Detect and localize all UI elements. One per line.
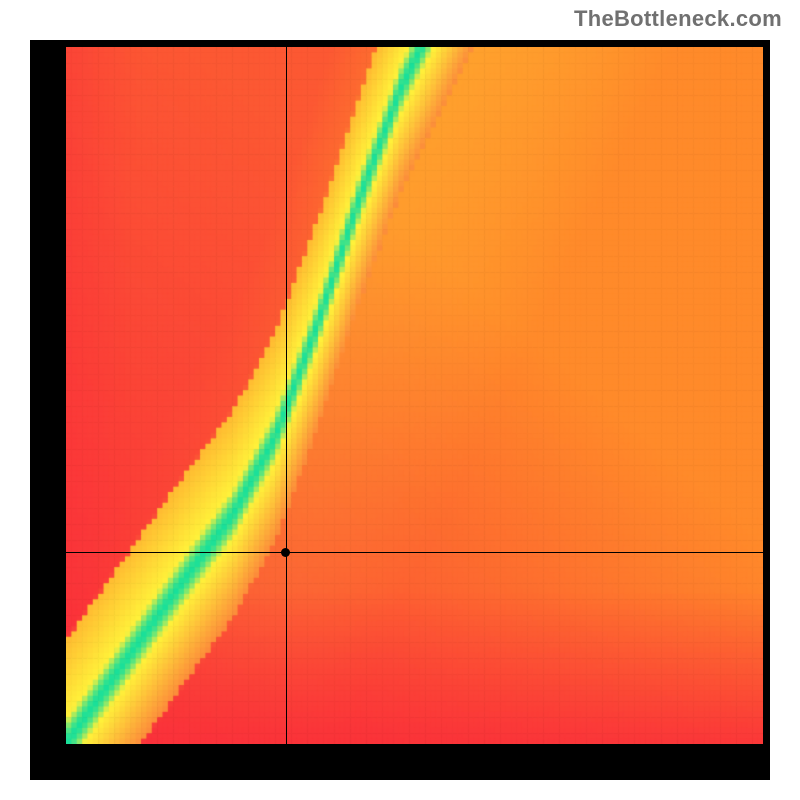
crosshair-vertical-line bbox=[286, 47, 287, 744]
crosshair-marker-dot bbox=[281, 548, 290, 557]
crosshair-horizontal-line bbox=[66, 552, 763, 553]
chart-frame bbox=[30, 40, 770, 780]
bottleneck-heatmap bbox=[66, 47, 763, 744]
watermark-text: TheBottleneck.com bbox=[574, 6, 782, 32]
